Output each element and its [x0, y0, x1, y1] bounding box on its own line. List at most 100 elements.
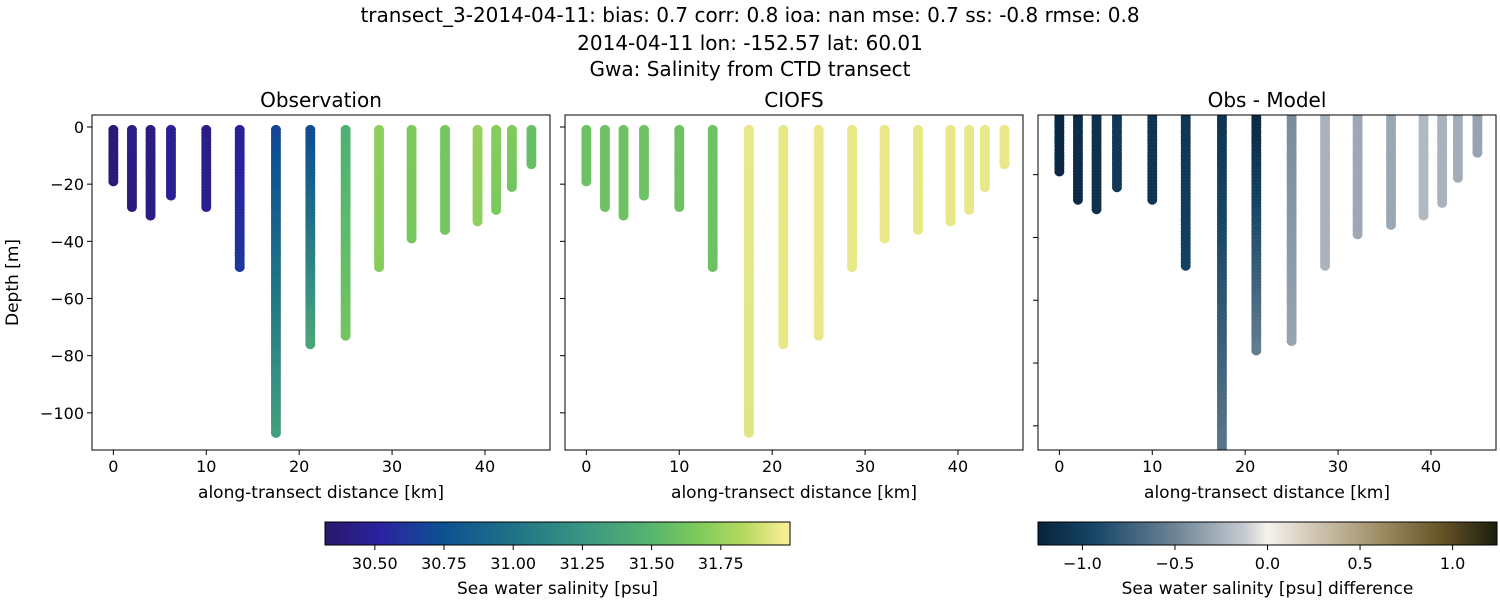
panel-0: Observation 0 10 20 30 40 along-transect dista…: [3, 88, 551, 503]
data-point: [126, 202, 137, 213]
data-point: [1111, 182, 1122, 193]
data-point: [964, 204, 975, 215]
data-point: [201, 202, 212, 213]
colorbar-tick-label: −0.5: [1156, 554, 1195, 573]
data-point: [913, 224, 924, 235]
colorbar-tick-label: 31.75: [698, 554, 744, 573]
x-tick-label: 20: [1235, 457, 1255, 476]
data-point: [707, 262, 718, 273]
x-tick-label: 40: [948, 457, 968, 476]
data-point: [1216, 442, 1227, 450]
y-tick-label: −100: [40, 404, 84, 423]
cast-14: [1452, 115, 1463, 183]
data-point: [340, 330, 351, 341]
panel-title: Obs - Model: [1208, 88, 1327, 112]
colorbar-tick-label: 0.5: [1347, 554, 1372, 573]
x-tick-label: 30: [382, 457, 402, 476]
cast-points: [1054, 115, 1483, 450]
panel-2: Obs - Model 0 10 20 30 40 along-transect dista…: [1033, 88, 1497, 503]
data-point: [1147, 194, 1158, 205]
y-tick-label: 0: [74, 118, 84, 137]
cast-8: [813, 124, 824, 341]
data-point: [472, 216, 483, 227]
cast-6: [270, 124, 281, 438]
y-tick-label: −40: [50, 232, 84, 251]
cast-0: [581, 124, 592, 187]
x-tick-label: 10: [1142, 457, 1162, 476]
cast-5: [1180, 115, 1191, 271]
data-point: [979, 182, 990, 193]
cast-1: [599, 124, 610, 213]
cast-10: [406, 124, 417, 244]
cast-11: [913, 124, 924, 235]
data-point: [145, 210, 156, 221]
x-tick-label: 30: [1328, 457, 1348, 476]
cast-8: [1286, 115, 1297, 347]
data-point: [638, 190, 649, 201]
data-point: [108, 176, 119, 187]
cast-points: [581, 124, 1010, 438]
colorbar-bar: [324, 521, 791, 546]
data-point: [1472, 147, 1483, 158]
cast-8: [340, 124, 351, 341]
colorbar-1: −1.0 −0.5 0.0 0.5 1.0 Sea water salinity [psu…: [1037, 521, 1498, 599]
data-point: [813, 330, 824, 341]
figure-title-line-3: Gwa: Salinity from CTD transect: [589, 57, 911, 81]
colorbar-tick-label: 30.50: [352, 554, 398, 573]
cast-2: [1091, 115, 1102, 215]
data-point: [1418, 210, 1429, 221]
data-point: [165, 190, 176, 201]
y-axis-label: Depth [m]: [3, 239, 23, 326]
colorbar-bar: [1037, 521, 1498, 546]
data-point: [879, 233, 890, 244]
colorbar-tick-label: 31.00: [490, 554, 536, 573]
colorbar-tick-label: 31.50: [629, 554, 675, 573]
x-tick-label: 40: [1421, 457, 1441, 476]
cast-3: [638, 124, 649, 201]
cast-3: [165, 124, 176, 201]
data-point: [1286, 336, 1297, 347]
cast-15: [1472, 115, 1483, 158]
data-point: [743, 427, 754, 438]
cast-10: [879, 124, 890, 244]
cast-13: [964, 124, 975, 215]
cast-points: [108, 124, 537, 438]
data-point: [270, 427, 281, 438]
cast-14: [979, 124, 990, 193]
axes-frame: [1037, 114, 1497, 451]
cast-5: [707, 124, 718, 273]
cast-7: [778, 124, 789, 350]
cast-13: [1437, 115, 1448, 208]
cast-0: [108, 124, 119, 187]
cast-4: [1147, 115, 1158, 205]
colorbar-tick-label: 31.25: [560, 554, 606, 573]
x-tick-label: 20: [289, 457, 309, 476]
data-point: [1180, 260, 1191, 271]
cast-5: [234, 124, 245, 273]
colorbar-tick-label: −1.0: [1063, 554, 1102, 573]
colorbar-label: Sea water salinity [psu]: [457, 579, 658, 599]
cast-6: [743, 124, 754, 438]
data-point: [618, 210, 629, 221]
panel-1: CIOFS 0 10 20 30 40 along-transect distance [k…: [560, 88, 1024, 503]
cast-11: [440, 124, 451, 235]
panel-title: CIOFS: [764, 88, 823, 112]
x-tick-label: 30: [855, 457, 875, 476]
y-tick-label: −20: [50, 175, 84, 194]
data-point: [1452, 172, 1463, 183]
cast-2: [145, 124, 156, 221]
cast-14: [506, 124, 517, 193]
data-point: [234, 262, 245, 273]
x-tick-label: 0: [581, 457, 591, 476]
x-axis-label: along-transect distance [km]: [198, 483, 444, 503]
axes-frame: [91, 114, 551, 451]
cast-3: [1111, 115, 1122, 193]
x-axis-label: along-transect distance [km]: [671, 483, 917, 503]
cast-9: [847, 124, 858, 273]
x-tick-label: 40: [475, 457, 495, 476]
y-tick-label: −60: [50, 290, 84, 309]
data-point: [374, 262, 385, 273]
data-point: [1072, 194, 1083, 205]
